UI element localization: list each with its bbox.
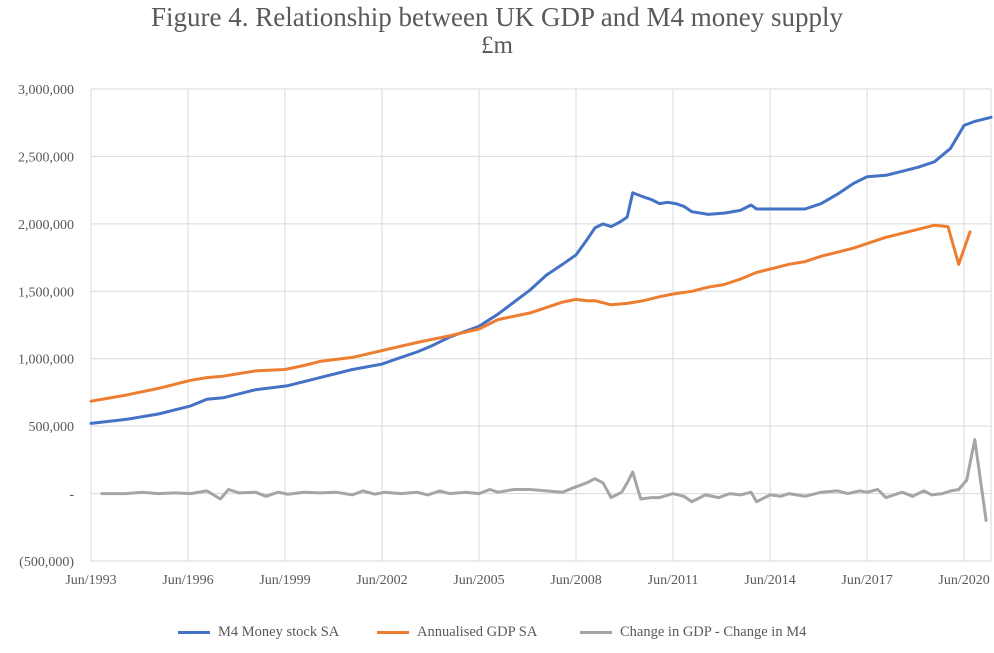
y-tick-label: 3,000,000 [18, 83, 74, 98]
x-tick-label: Jun/2014 [744, 573, 795, 588]
legend-label-m4: M4 Money stock SA [218, 624, 340, 640]
y-tick-label: - [69, 488, 74, 503]
series-line-m4 [89, 115, 993, 425]
x-tick-label: Jun/2002 [356, 573, 407, 588]
legend-label-gdp: Annualised GDP SA [417, 624, 538, 640]
x-tick-label: Jun/2011 [648, 573, 699, 588]
x-tick-label: Jun/1999 [259, 573, 310, 588]
legend-item-m4: M4 Money stock SA [178, 624, 339, 641]
legend-swatch-gdp [377, 631, 409, 634]
series-line-gdp [89, 223, 972, 403]
legend-swatch-m4 [178, 631, 210, 634]
x-tick-label: Jun/1993 [65, 573, 116, 588]
x-tick-label: Jun/2005 [453, 573, 504, 588]
y-tick-label: 1,000,000 [18, 353, 74, 368]
y-tick-label: 2,500,000 [18, 150, 74, 165]
x-tick-label: Jun/2017 [841, 573, 892, 588]
x-tick-label: Jun/2008 [550, 573, 601, 588]
axes: (500,000) - 500,000 1,000,000 1,500,000 2,000… [18, 83, 990, 588]
y-tick-label: 1,500,000 [18, 285, 74, 300]
x-tick-label: Jun/2020 [938, 573, 989, 588]
series-line-change [100, 438, 988, 522]
legend-item-gdp: Annualised GDP SA [377, 624, 537, 641]
gridlines [90, 88, 992, 562]
x-tick-label: Jun/1996 [162, 573, 213, 588]
y-tick-label: 500,000 [29, 420, 75, 435]
legend-swatch-change [580, 631, 612, 634]
legend-label-change: Change in GDP - Change in M4 [620, 624, 807, 640]
legend: M4 Money stock SA Annualised GDP SA Chan… [0, 624, 994, 646]
legend-item-change: Change in GDP - Change in M4 [580, 624, 806, 641]
y-tick-label: (500,000) [19, 555, 74, 570]
chart-subtitle: £m [481, 32, 513, 59]
series-lines [89, 115, 993, 522]
chart-title: Figure 4. Relationship between UK GDP an… [151, 2, 843, 32]
y-tick-label: 2,000,000 [18, 218, 74, 233]
